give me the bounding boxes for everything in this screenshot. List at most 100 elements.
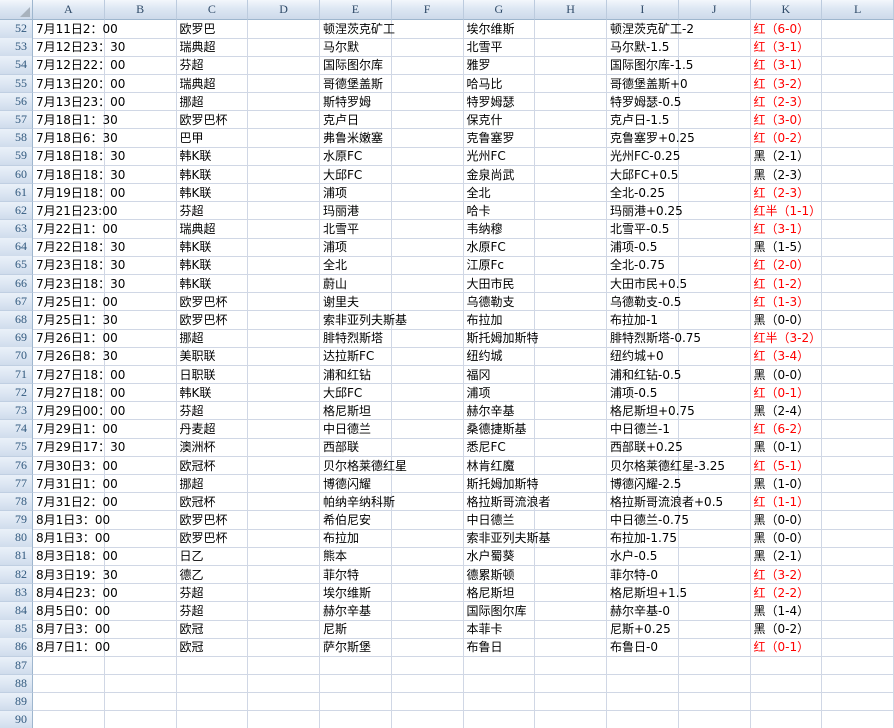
cell-J81[interactable] — [678, 547, 751, 566]
cell-G82[interactable]: 德累斯顿 — [463, 565, 536, 585]
cell-G76[interactable]: 林肯红魔 — [463, 456, 536, 475]
cell-B62[interactable] — [104, 201, 177, 221]
cell-C64[interactable]: 韩K联 — [176, 238, 249, 257]
cell-J54[interactable] — [678, 56, 751, 75]
cell-I61[interactable]: 全北-0.25 — [607, 183, 679, 203]
column-header-K[interactable]: K — [750, 0, 823, 20]
cell-K61[interactable]: 红（2-3） — [750, 183, 823, 203]
cell-H62[interactable] — [535, 201, 607, 221]
cell-E67[interactable]: 谢里夫 — [320, 292, 392, 312]
cell-J59[interactable] — [678, 147, 751, 166]
cell-I64[interactable]: 浦项-0.5 — [607, 238, 679, 257]
cell-A61[interactable]: 7月19日18：00 — [33, 183, 125, 203]
cell-H66[interactable] — [535, 274, 607, 294]
cell-K60[interactable]: 黑（2-3） — [750, 165, 823, 184]
cell-A63[interactable]: 7月22日1：00 — [33, 220, 118, 239]
cell-K67[interactable]: 红（1-3） — [750, 292, 823, 312]
cell-H90[interactable] — [535, 711, 607, 728]
cell-E73[interactable]: 格尼斯坦 — [320, 401, 392, 421]
cell-C55[interactable]: 瑞典超 — [176, 74, 249, 94]
cell-D62[interactable] — [248, 201, 320, 221]
cell-G88[interactable] — [463, 674, 536, 694]
cell-C60[interactable]: 韩K联 — [176, 165, 249, 184]
cell-I76[interactable]: 贝尔格莱德红星-3.25 — [607, 456, 725, 475]
cell-C59[interactable]: 韩K联 — [176, 147, 249, 166]
row-header-64[interactable]: 64 — [0, 238, 33, 257]
cell-H65[interactable] — [535, 256, 607, 275]
row-header-69[interactable]: 69 — [0, 329, 33, 348]
cell-B67[interactable] — [104, 292, 177, 312]
cell-H67[interactable] — [535, 292, 607, 312]
cell-I53[interactable]: 马尔默-1.5 — [607, 38, 679, 57]
cell-E69[interactable]: 腓特烈斯塔 — [320, 329, 392, 348]
row-header-62[interactable]: 62 — [0, 201, 33, 221]
cell-E74[interactable]: 中日德兰 — [320, 420, 392, 439]
cell-C87[interactable] — [176, 656, 249, 676]
cell-K73[interactable]: 黑（2-4） — [750, 401, 823, 421]
cell-F52[interactable] — [391, 20, 464, 39]
cell-F63[interactable] — [391, 220, 464, 239]
cell-H83[interactable] — [535, 583, 607, 603]
cell-H54[interactable] — [535, 56, 607, 75]
cell-A75[interactable]: 7月29日17：30 — [33, 438, 125, 457]
cell-E84[interactable]: 赫尔辛基 — [320, 602, 392, 621]
cell-B66[interactable] — [104, 274, 177, 294]
cell-G69[interactable]: 斯托姆加斯特 — [463, 329, 539, 348]
cell-D69[interactable] — [248, 329, 320, 348]
cell-D74[interactable] — [248, 420, 320, 439]
cell-H68[interactable] — [535, 311, 607, 330]
cell-I83[interactable]: 格尼斯坦+1.5 — [607, 583, 687, 603]
cell-F86[interactable] — [391, 638, 464, 657]
cell-K56[interactable]: 红（2-3） — [750, 92, 823, 112]
cell-C83[interactable]: 芬超 — [176, 583, 249, 603]
cell-A89[interactable] — [33, 692, 105, 712]
cell-J79[interactable] — [678, 511, 751, 530]
cell-H57[interactable] — [535, 110, 607, 130]
cell-E57[interactable]: 克卢日 — [320, 110, 392, 130]
cell-F62[interactable] — [391, 201, 464, 221]
cell-D83[interactable] — [248, 583, 320, 603]
cell-G74[interactable]: 桑德捷斯基 — [463, 420, 536, 439]
cell-D77[interactable] — [248, 474, 320, 494]
cell-K83[interactable]: 红（2-2） — [750, 583, 823, 603]
cell-J55[interactable] — [678, 74, 751, 94]
cell-A88[interactable] — [33, 674, 105, 694]
cell-B71[interactable] — [104, 365, 177, 385]
cell-I52[interactable]: 顿涅茨克矿工-2 — [607, 20, 694, 39]
cell-F78[interactable] — [391, 492, 464, 512]
row-header-61[interactable]: 61 — [0, 183, 33, 203]
cell-H79[interactable] — [535, 511, 607, 530]
cell-J53[interactable] — [678, 38, 751, 57]
column-header-F[interactable]: F — [391, 0, 464, 20]
row-header-56[interactable]: 56 — [0, 92, 33, 112]
cell-F89[interactable] — [391, 692, 464, 712]
cell-J86[interactable] — [678, 638, 751, 657]
cell-K84[interactable]: 黑（1-4） — [750, 602, 823, 621]
cell-I59[interactable]: 光州FC-0.25 — [607, 147, 680, 166]
cell-C85[interactable]: 欧冠 — [176, 620, 249, 639]
cell-D66[interactable] — [248, 274, 320, 294]
cell-G54[interactable]: 雅罗 — [463, 56, 536, 75]
cell-B75[interactable] — [104, 438, 177, 457]
cell-I86[interactable]: 布鲁日-0 — [607, 638, 679, 657]
cell-E66[interactable]: 蔚山 — [320, 274, 392, 294]
cell-E68[interactable]: 索非亚列夫斯基 — [320, 311, 407, 330]
cell-A90[interactable] — [33, 711, 105, 728]
cell-D64[interactable] — [248, 238, 320, 257]
cell-A58[interactable]: 7月18日6：30 — [33, 129, 118, 148]
row-header-84[interactable]: 84 — [0, 602, 33, 621]
cell-A86[interactable]: 8月7日1：00 — [33, 638, 110, 657]
cell-G86[interactable]: 布鲁日 — [463, 638, 536, 657]
cell-K81[interactable]: 黑（2-1） — [750, 547, 823, 566]
cell-H55[interactable] — [535, 74, 607, 94]
cell-B76[interactable] — [104, 456, 177, 475]
cell-K58[interactable]: 红（0-2） — [750, 129, 823, 148]
cell-G56[interactable]: 特罗姆瑟 — [463, 92, 536, 112]
cell-B54[interactable] — [104, 56, 177, 75]
cell-I58[interactable]: 克鲁塞罗+0.25 — [607, 129, 695, 148]
cell-F66[interactable] — [391, 274, 464, 294]
cell-J64[interactable] — [678, 238, 751, 257]
cell-K72[interactable]: 红（0-1） — [750, 383, 823, 403]
cell-E64[interactable]: 浦项 — [320, 238, 392, 257]
cell-I67[interactable]: 乌德勒支-0.5 — [607, 292, 681, 312]
